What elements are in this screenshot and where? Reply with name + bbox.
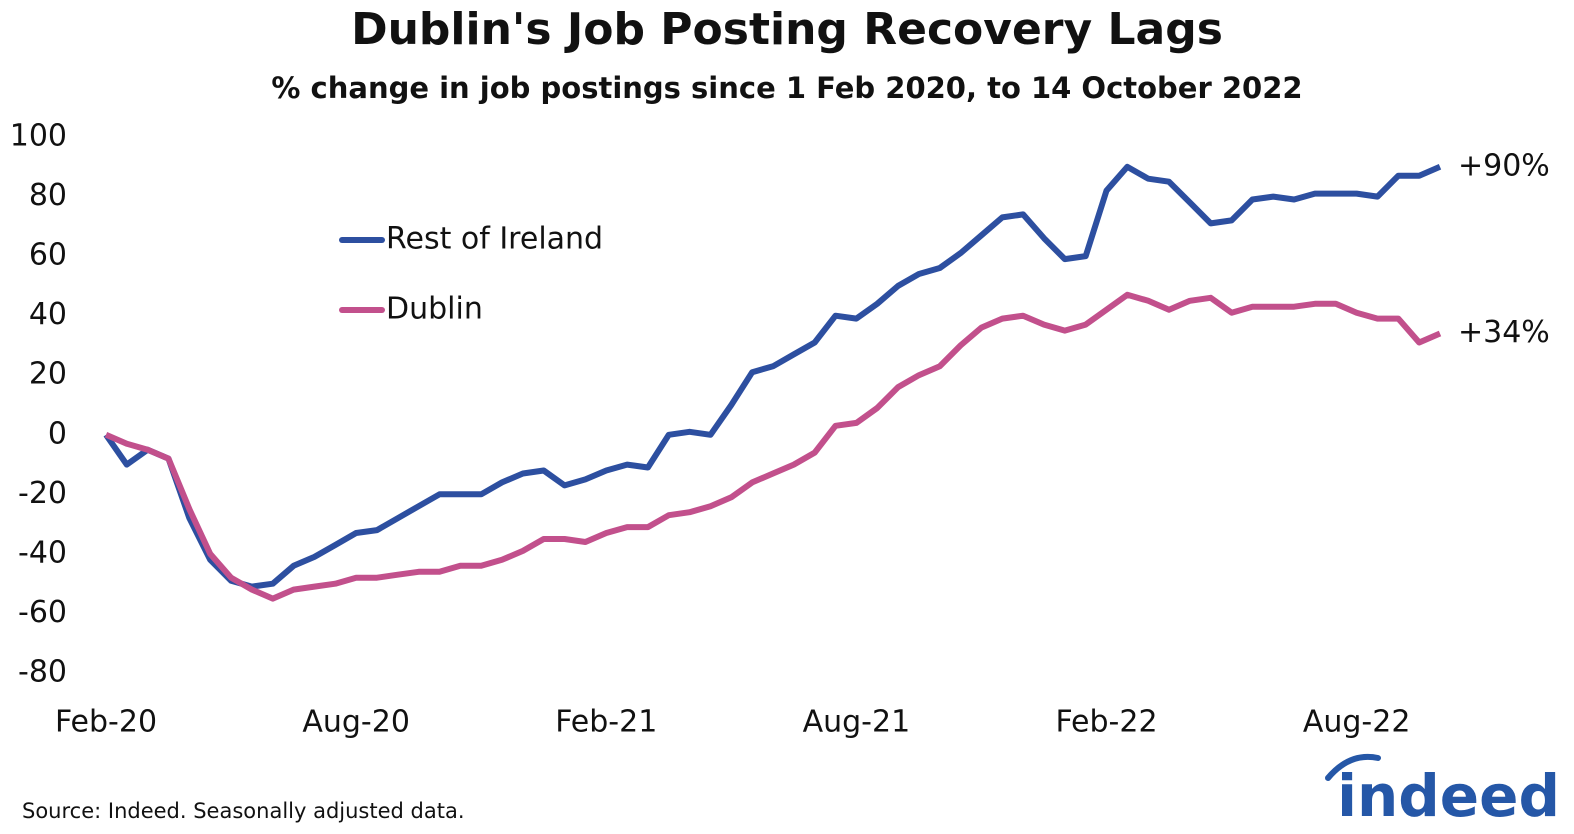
logo: indeed	[1337, 762, 1560, 830]
series-line	[103, 163, 1442, 590]
x-tick-label: Aug-22	[1303, 705, 1411, 740]
y-tick-label: 100	[10, 119, 67, 154]
y-tick-label: 20	[29, 357, 67, 392]
y-tick-label: -60	[18, 595, 67, 630]
legend-label: Dublin	[386, 292, 483, 327]
y-tick-label: -80	[18, 655, 67, 690]
series-line	[104, 291, 1442, 602]
logo-arc	[1325, 754, 1381, 781]
y-tick-label: -40	[18, 535, 67, 570]
end-label: +90%	[1458, 148, 1550, 183]
x-tick-label: Aug-20	[302, 705, 410, 740]
y-tick-label: 80	[29, 178, 67, 213]
legend-label: Rest of Ireland	[386, 222, 603, 257]
x-tick-label: Feb-21	[555, 705, 657, 740]
y-tick-label: -20	[18, 476, 67, 511]
x-tick-label: Feb-20	[55, 705, 157, 740]
y-tick-label: 0	[48, 416, 67, 451]
y-tick-label: 60	[29, 238, 67, 273]
end-label: +34%	[1458, 315, 1550, 350]
y-tick-label: 40	[29, 297, 67, 332]
chart-title: Dublin's Job Posting Recovery Lags	[351, 4, 1223, 55]
source-note: Source: Indeed. Seasonally adjusted data…	[22, 799, 465, 823]
x-tick-label: Feb-22	[1055, 705, 1157, 740]
x-tick-label: Aug-21	[803, 705, 911, 740]
chart-subtitle: % change in job postings since 1 Feb 202…	[271, 71, 1302, 105]
